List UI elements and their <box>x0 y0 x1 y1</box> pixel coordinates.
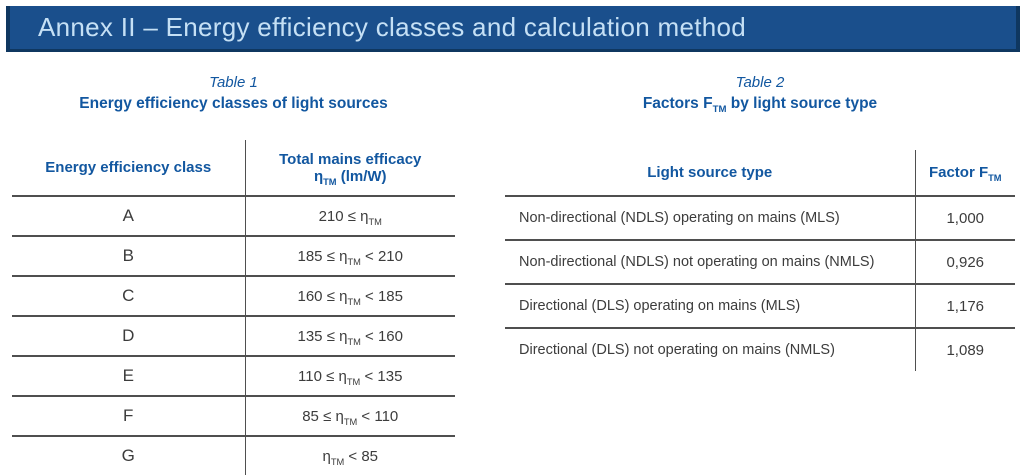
factor-cell: 1,000 <box>915 196 1015 241</box>
factors-by-light-source-table: Light source type Factor FTM Non-directi… <box>505 150 1015 371</box>
table2-col1-header: Light source type <box>505 150 916 197</box>
table-row: Non-directional (NDLS) not operating on … <box>505 240 1015 285</box>
table1-caption-label: Table 1 <box>209 74 258 91</box>
efficacy-cell: 160 ≤ ηTM < 185 <box>245 276 455 317</box>
class-cell: B <box>12 236 246 277</box>
efficacy-cell: 110 ≤ ηTM < 135 <box>245 356 455 397</box>
table2-header-row: Light source type Factor FTM <box>505 150 1015 197</box>
efficacy-cell: ηTM < 85 <box>322 447 379 467</box>
table1-header-row: Energy efficiency class Total mains effi… <box>12 140 455 197</box>
light-source-type-cell: Non-directional (NDLS) operating on main… <box>505 196 916 241</box>
table2-col2-header: Factor FTM <box>915 150 1015 197</box>
class-cell: G <box>12 436 246 475</box>
slide-title: Annex II – Energy efficiency classes and… <box>38 12 747 42</box>
efficacy-cell: 185 ≤ ηTM < 210 <box>245 236 455 277</box>
table-row: E 110 ≤ ηTM < 135 <box>12 356 455 397</box>
table2-caption-label: Table 2 <box>735 74 785 91</box>
factor-cell: 1,089 <box>946 341 985 359</box>
class-cell: A <box>12 196 246 237</box>
table-row: A 210 ≤ ηTM <box>12 196 455 237</box>
class-cell: D <box>12 316 246 357</box>
table1-col2-header: Total mains efficacy ηTM (lm/W) <box>245 140 455 197</box>
table2-caption-title: Factors FTM by light source type <box>642 94 878 115</box>
factor-cell: 0,926 <box>915 240 1015 285</box>
table-row: Non-directional (NDLS) operating on main… <box>505 196 1015 241</box>
title-bar: Annex II – Energy efficiency classes and… <box>6 6 1020 52</box>
table-row: Directional (DLS) not operating on mains… <box>505 328 1015 371</box>
efficacy-cell: 85 ≤ ηTM < 110 <box>245 396 455 437</box>
energy-efficiency-classes-table: Energy efficiency class Total mains effi… <box>12 140 455 475</box>
table1-caption-title: Energy efficiency classes of light sourc… <box>79 94 388 112</box>
table-row: D 135 ≤ ηTM < 160 <box>12 316 455 357</box>
table2-caption: Table 2 Factors FTM by light source type <box>505 74 1015 115</box>
efficacy-cell: 135 ≤ ηTM < 160 <box>245 316 455 357</box>
table1-caption: Table 1 Energy efficiency classes of lig… <box>12 74 455 113</box>
class-cell: C <box>12 276 246 317</box>
table-row: F 85 ≤ ηTM < 110 <box>12 396 455 437</box>
table1-col1-header: Energy efficiency class <box>12 140 246 197</box>
class-cell: E <box>12 356 246 397</box>
table-row: Directional (DLS) operating on mains (ML… <box>505 284 1015 329</box>
factor-cell: 1,176 <box>915 284 1015 329</box>
efficacy-cell: 210 ≤ ηTM <box>245 196 455 237</box>
table-row: C 160 ≤ ηTM < 185 <box>12 276 455 317</box>
table-row: G ηTM < 85 <box>12 436 455 475</box>
light-source-type-cell: Non-directional (NDLS) not operating on … <box>505 240 916 285</box>
table-row: B 185 ≤ ηTM < 210 <box>12 236 455 277</box>
light-source-type-cell: Directional (DLS) operating on mains (ML… <box>505 284 916 329</box>
light-source-type-cell: Directional (DLS) not operating on mains… <box>505 328 916 371</box>
class-cell: F <box>12 396 246 437</box>
